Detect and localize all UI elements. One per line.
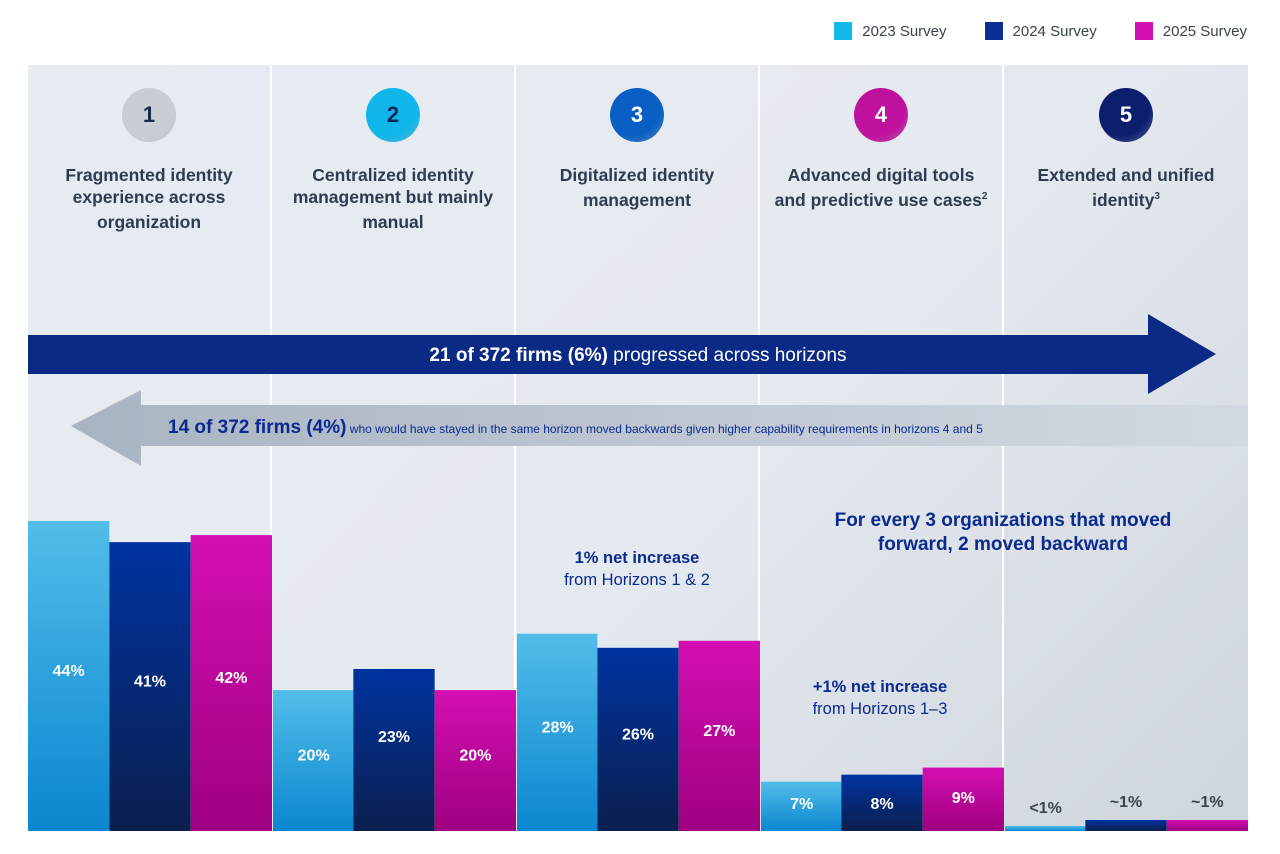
horizon-column-3: 3 Digitalized identity management: [516, 65, 760, 831]
bar-value-label: 42%: [215, 670, 247, 687]
bar-2-2025: [434, 690, 516, 831]
annotation-horizon-4: +1% net increase from Horizons 1–3: [758, 676, 1002, 720]
legend-label-2023: 2023 Survey: [862, 22, 947, 40]
horizon-number-badge: 5: [1099, 88, 1153, 142]
chart-panel: 1 Fragmented identity experience across o…: [28, 65, 1248, 831]
horizon-title: Fragmented identity experience across or…: [28, 164, 270, 233]
bar-5-2023: [1005, 826, 1086, 831]
horizon-title: Advanced digital tools and predictive us…: [760, 164, 1002, 211]
horizon-title: Digitalized identity management: [516, 164, 758, 211]
bar-4-2024: [841, 774, 923, 831]
bar-value-label: 9%: [952, 790, 975, 807]
bar-value-label: 20%: [298, 748, 330, 765]
bar-value-label: 27%: [703, 723, 735, 740]
horizon-header: 3 Digitalized identity management: [516, 88, 758, 211]
horizon-title-text: Extended and unified identity: [1037, 165, 1215, 210]
legend-item-2025: 2025 Survey: [1134, 22, 1247, 40]
legend: 2023 Survey 2024 Survey 2025 Survey: [834, 22, 1247, 40]
horizon-title: Centralized identity management but main…: [272, 164, 514, 233]
callout-line-2: forward, 2 moved backward: [877, 534, 1129, 555]
bar-1-2024: [109, 542, 191, 831]
bar-value-label: 20%: [459, 748, 491, 765]
bar-value-label: 44%: [53, 663, 85, 680]
annotation-horizon-4-bold: +1% net increase: [812, 678, 948, 696]
bar-value-label: 23%: [378, 729, 410, 746]
backward-arrow-label: 14 of 372 firms (4%) who would have stay…: [168, 417, 983, 438]
horizon-number-badge: 4: [854, 88, 908, 142]
horizon-title-text: Fragmented identity experience across or…: [65, 165, 233, 232]
horizon-title-text: Centralized identity management but main…: [292, 165, 494, 232]
horizon-number: 2: [386, 102, 400, 127]
horizon-column-2: 2 Centralized identity management but mai…: [272, 65, 516, 831]
annotation-horizon-3-bold: 1% net increase: [574, 549, 700, 567]
bar-4-2023: [761, 781, 842, 831]
bar-5-2025: [1166, 820, 1248, 831]
bar-chart: 21 of 372 firms (6%) progressed across h…: [28, 314, 1248, 831]
bar-4-2025: [922, 767, 1004, 831]
horizon-number: 4: [874, 102, 888, 127]
horizon-column-1: 1 Fragmented identity experience across o…: [28, 65, 272, 831]
backward-arrow-bold: 14 of 372 firms (4%): [168, 417, 346, 438]
bar-1-2023: [28, 521, 110, 831]
bar-3-2025: [678, 640, 760, 831]
bar-value-label: ~1%: [1191, 794, 1223, 811]
horizon-header: 5 Extended and unified identity3: [1004, 88, 1248, 211]
bar-3-2024: [597, 647, 679, 831]
horizon-header: 2 Centralized identity management but mai…: [272, 88, 514, 233]
horizon-footnote: 2: [981, 191, 988, 202]
annotation-horizon-3-rest: from Horizons 1 & 2: [564, 571, 710, 589]
bar-5-2024: [1085, 820, 1167, 831]
bar-3-2023: [517, 633, 598, 831]
bar-value-label: 8%: [870, 796, 893, 813]
horizon-number-badge: 1: [122, 88, 176, 142]
forward-arrow-label: 21 of 372 firms (6%) progressed across h…: [429, 345, 846, 366]
legend-swatch-2024: [984, 22, 1003, 40]
horizon-header: 4 Advanced digital tools and predictive u…: [760, 88, 1002, 211]
bar-value-label: 7%: [790, 796, 813, 813]
legend-label-2024: 2024 Survey: [1012, 22, 1097, 40]
callout-line-1: For every 3 organizations that moved: [834, 510, 1172, 531]
forward-arrow: [28, 314, 1216, 394]
bar-value-label: 28%: [542, 719, 574, 736]
bar-1-2025: [190, 535, 272, 831]
legend-swatch-2025: [1134, 22, 1153, 40]
forward-arrow-bold: 21 of 372 firms (6%): [429, 345, 607, 366]
bar-2-2024: [353, 668, 435, 831]
legend-item-2023: 2023 Survey: [834, 22, 947, 40]
bar-value-label: <1%: [1029, 800, 1061, 817]
horizon-title-text: Advanced digital tools and predictive us…: [774, 165, 982, 210]
bar-2-2023: [273, 690, 354, 831]
annotation-horizon-3: 1% net increase from Horizons 1 & 2: [515, 547, 759, 591]
backward-arrow-rest: who would have stayed in the same horizo…: [346, 422, 983, 436]
bar-value-label: 41%: [134, 674, 166, 691]
bar-value-label: 26%: [622, 726, 654, 743]
legend-swatch-2023: [834, 22, 853, 40]
horizon-column-4: 4 Advanced digital tools and predictive u…: [760, 65, 1004, 831]
legend-item-2024: 2024 Survey: [984, 22, 1097, 40]
callout-forward-backward: For every 3 organizations that moved for…: [758, 509, 1248, 557]
horizon-number-badge: 3: [610, 88, 664, 142]
bar-value-label: ~1%: [1110, 794, 1142, 811]
forward-arrow-rest: progressed across horizons: [608, 345, 847, 366]
horizon-number: 1: [142, 102, 156, 127]
horizon-column-5: 5 Extended and unified identity3: [1004, 65, 1248, 831]
annotation-horizon-4-rest: from Horizons 1–3: [812, 700, 948, 718]
backward-arrow: [71, 390, 1248, 466]
horizon-footnote: 3: [1154, 191, 1160, 202]
horizon-number: 3: [630, 102, 644, 127]
horizon-number: 5: [1119, 102, 1133, 127]
horizon-title-text: Digitalized identity management: [559, 165, 715, 210]
legend-label-2025: 2025 Survey: [1162, 22, 1247, 40]
horizon-header: 1 Fragmented identity experience across o…: [28, 88, 270, 233]
horizon-title: Extended and unified identity3: [1004, 164, 1248, 211]
horizon-number-badge: 2: [366, 88, 420, 142]
